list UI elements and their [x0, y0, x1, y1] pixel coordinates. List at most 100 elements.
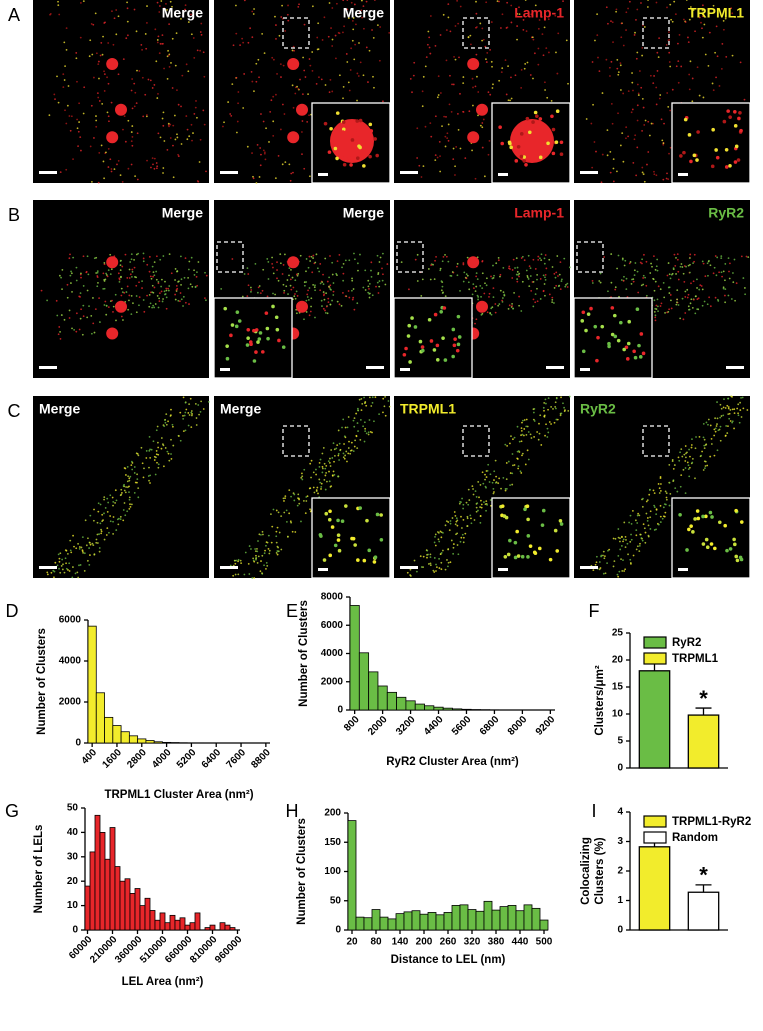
signal-dot — [555, 271, 558, 274]
inset-dot — [330, 525, 335, 529]
signal-dot — [109, 494, 112, 497]
signal-dot — [124, 467, 127, 470]
signal-dot — [474, 177, 477, 180]
signal-dot — [722, 406, 725, 409]
signal-dot — [492, 264, 494, 267]
scale-bar — [400, 171, 418, 174]
signal-dot — [559, 288, 562, 290]
signal-dot — [714, 51, 717, 54]
signal-dot — [70, 270, 72, 273]
signal-dot — [492, 287, 495, 289]
signal-dot — [291, 49, 294, 52]
signal-dot — [176, 136, 179, 139]
signal-dot — [677, 81, 680, 84]
signal-dot — [629, 514, 632, 517]
signal-dot — [563, 406, 565, 409]
signal-dot — [310, 255, 313, 258]
signal-dot — [354, 258, 356, 261]
signal-dot — [669, 109, 672, 112]
signal-dot — [102, 272, 105, 275]
signal-dot — [494, 459, 497, 462]
signal-dot — [703, 447, 706, 450]
signal-dot — [346, 8, 349, 11]
signal-dot — [256, 550, 259, 553]
signal-dot — [539, 414, 542, 417]
signal-dot — [303, 284, 306, 287]
signal-dot — [556, 72, 559, 75]
signal-dot — [336, 260, 339, 263]
signal-dot — [462, 76, 465, 78]
signal-dot — [678, 33, 681, 36]
signal-dot — [131, 268, 134, 271]
inset-dot — [701, 514, 705, 519]
signal-dot — [676, 490, 679, 493]
signal-dot — [732, 272, 734, 274]
signal-dot — [95, 541, 98, 544]
signal-dot — [309, 64, 312, 67]
signal-dot — [141, 462, 144, 465]
signal-dot — [342, 86, 345, 88]
signal-dot — [602, 550, 605, 553]
signal-dot — [704, 465, 707, 467]
signal-dot — [157, 453, 160, 456]
signal-dot — [155, 167, 158, 170]
signal-dot — [126, 480, 129, 483]
signal-dot — [520, 440, 523, 443]
signal-dot — [479, 514, 482, 517]
signal-dot — [536, 278, 538, 281]
signal-dot — [378, 59, 381, 62]
signal-dot — [252, 177, 255, 180]
signal-dot — [641, 171, 644, 174]
signal-dot — [554, 276, 557, 279]
signal-dot — [709, 264, 712, 267]
y-tick-label: 3 — [617, 836, 623, 847]
signal-dot — [631, 81, 634, 84]
signal-dot — [96, 271, 99, 274]
inset-dot — [580, 319, 585, 323]
inset-dot — [340, 519, 345, 523]
signal-dot — [158, 52, 161, 55]
signal-dot — [71, 327, 73, 330]
signal-dot — [449, 74, 451, 77]
signal-dot — [456, 274, 459, 277]
signal-dot — [319, 263, 322, 265]
inset-scale-bar — [220, 368, 230, 371]
inset-dot — [732, 537, 736, 542]
signal-dot — [675, 273, 677, 275]
scale-bar — [366, 366, 384, 369]
signal-dot — [498, 0, 500, 3]
signal-dot — [290, 495, 292, 498]
inset-dot — [358, 145, 362, 150]
inset-dot — [252, 359, 257, 363]
signal-dot — [607, 22, 609, 25]
signal-dot — [234, 559, 236, 562]
signal-dot — [640, 86, 643, 89]
signal-dot — [694, 477, 696, 480]
signal-dot — [202, 408, 205, 410]
signal-dot — [459, 92, 461, 95]
signal-dot — [174, 293, 177, 296]
signal-dot — [459, 540, 462, 543]
inset-dot — [616, 338, 621, 343]
signal-dot — [84, 519, 87, 522]
signal-dot — [252, 13, 255, 15]
signal-dot — [629, 558, 632, 561]
inset-dot — [406, 334, 411, 338]
signal-dot — [472, 104, 474, 107]
signal-dot — [621, 257, 624, 260]
inset-dot — [533, 551, 538, 556]
signal-dot — [288, 163, 291, 166]
histogram-bar — [169, 914, 176, 931]
signal-dot — [480, 499, 482, 502]
signal-dot — [668, 152, 670, 155]
signal-dot — [188, 260, 191, 263]
signal-dot — [314, 316, 316, 319]
signal-dot — [128, 268, 131, 271]
signal-dot — [485, 486, 487, 489]
signal-dot — [536, 274, 539, 276]
signal-dot — [158, 11, 161, 13]
signal-dot — [664, 490, 667, 493]
signal-dot — [665, 492, 668, 495]
signal-dot — [286, 279, 289, 281]
signal-dot — [556, 418, 559, 421]
